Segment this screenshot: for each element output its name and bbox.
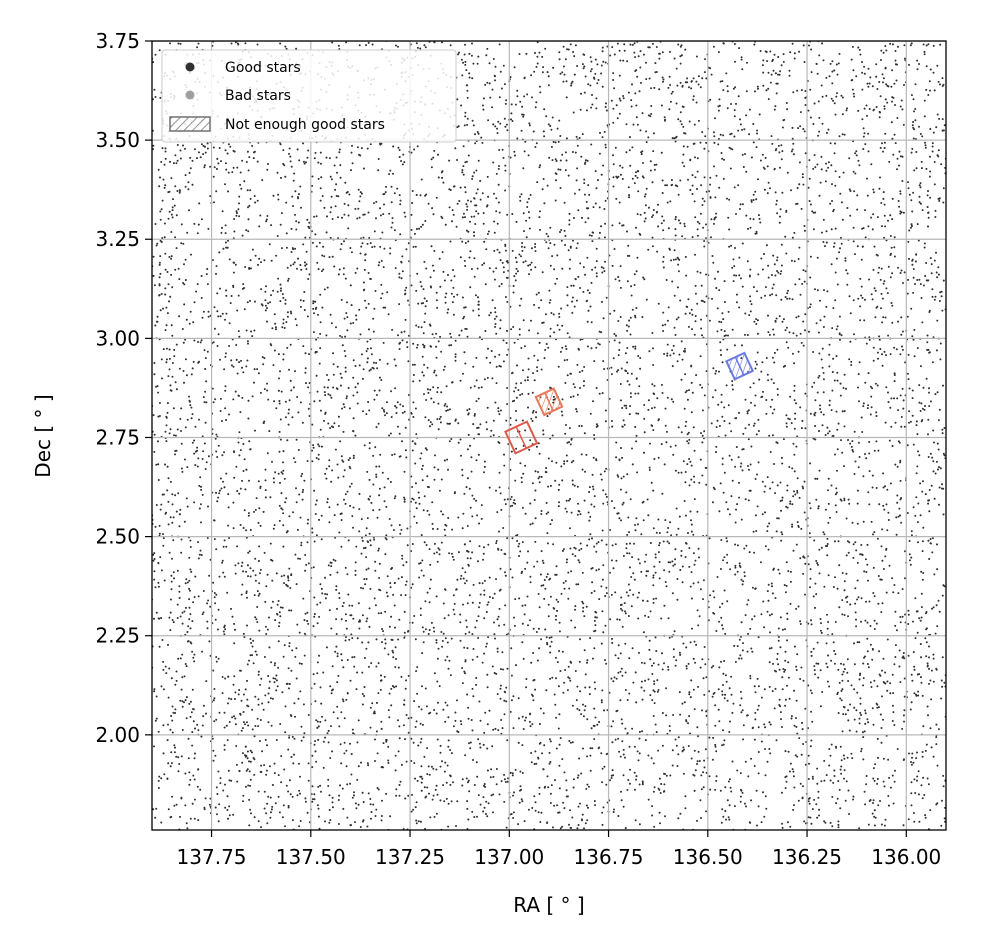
legend-bad-stars-marker <box>185 90 195 100</box>
x-tick-label: 137.00 <box>474 845 544 869</box>
detector-footprint-outline <box>504 420 539 455</box>
detector-footprints <box>504 351 755 455</box>
x-tick-label: 136.00 <box>871 845 941 869</box>
legend-good-stars-label: Good stars <box>225 60 301 76</box>
plot-background <box>152 41 946 830</box>
x-tick-label: 136.75 <box>574 845 644 869</box>
y-tick-label: 2.50 <box>95 525 140 549</box>
x-axis-ticks: 137.75 137.50 137.25 137.00 136.75 136.50 136.… <box>177 830 941 869</box>
detector-footprint-divider <box>515 426 527 449</box>
y-tick-label: 3.50 <box>95 128 140 152</box>
legend-hatch-marker <box>169 116 211 132</box>
x-tick-label: 136.25 <box>772 845 842 869</box>
x-tick-label: 136.50 <box>673 845 743 869</box>
detector-footprint-divider <box>734 356 745 376</box>
x-tick-label: 137.25 <box>375 845 445 869</box>
y-tick-label: 2.75 <box>95 425 140 449</box>
y-tick-label: 3.25 <box>95 227 140 251</box>
x-tick-label: 137.75 <box>177 845 247 869</box>
x-axis-label: RA [ ° ] <box>513 893 584 917</box>
y-axis-ticks: 2.00 2.25 2.50 2.75 3.00 3.25 3.50 3.75 <box>95 29 152 747</box>
detector-footprint <box>725 351 755 381</box>
x-tick-label: 137.50 <box>276 845 346 869</box>
legend-bad-stars-label: Bad stars <box>225 88 291 104</box>
legend-good-stars-marker <box>185 62 195 72</box>
legend: Good stars Bad stars Not enough good sta… <box>161 49 457 143</box>
y-tick-label: 2.00 <box>95 723 140 747</box>
grid-lines <box>152 41 946 830</box>
y-tick-label: 3.00 <box>95 326 140 350</box>
detector-footprint <box>534 387 564 417</box>
star-points <box>152 41 946 830</box>
y-tick-label: 3.75 <box>95 29 140 53</box>
detector-footprint-divider <box>544 392 554 412</box>
legend-box <box>161 49 457 143</box>
good-stars-points <box>152 41 946 830</box>
legend-not-enough-label: Not enough good stars <box>225 117 385 133</box>
y-tick-label: 2.25 <box>95 624 140 648</box>
detector-footprint <box>504 420 539 455</box>
plot-frame <box>151 40 947 831</box>
y-axis-label: Dec [ ° ] <box>31 394 55 477</box>
